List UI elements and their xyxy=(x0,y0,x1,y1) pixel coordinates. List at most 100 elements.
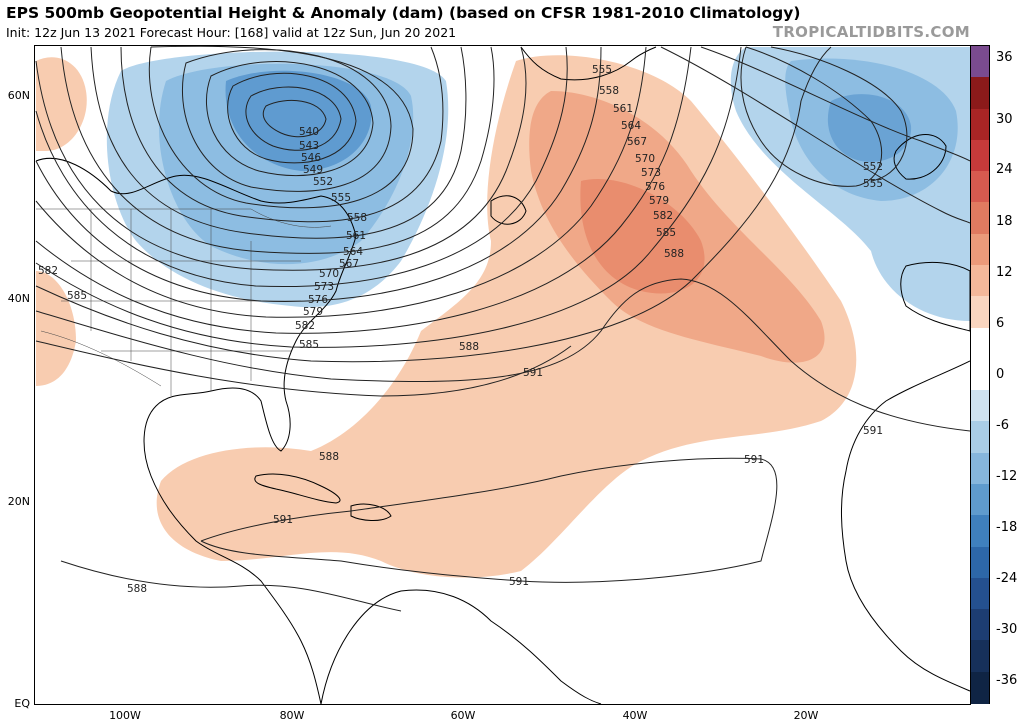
colorbar-segment xyxy=(971,671,989,705)
contour-label: 582 xyxy=(295,320,315,332)
contour-label: 588 xyxy=(459,341,479,353)
contour-label: 579 xyxy=(303,306,323,318)
colorbar-segment xyxy=(971,108,989,142)
lon-label-60w: 60W xyxy=(450,709,476,722)
colorbar-segment xyxy=(971,358,989,392)
contour-label: 555 xyxy=(331,192,351,204)
colorbar-segment xyxy=(971,77,989,110)
contour-label: 585 xyxy=(656,227,676,239)
africa-coast xyxy=(841,360,970,692)
contour-label: 555 xyxy=(592,64,612,76)
colorbar-label: -18 xyxy=(996,520,1018,535)
colorbar-segment xyxy=(971,202,989,236)
borders xyxy=(36,208,332,396)
colorbar-segment xyxy=(971,546,989,580)
south-america-coast xyxy=(320,589,602,704)
contour-label: 561 xyxy=(346,230,366,242)
greenland-coast xyxy=(520,46,657,81)
colorbar-segment xyxy=(971,515,989,548)
colorbar-segment xyxy=(971,327,989,361)
map-subtitle: Init: 12z Jun 13 2021 Forecast Hour: [16… xyxy=(6,25,457,40)
lat-label-60n: 60N xyxy=(7,89,30,102)
contour-label: 573 xyxy=(641,167,661,179)
contour-label: 585 xyxy=(299,339,319,351)
colorbar-label: 24 xyxy=(996,162,1013,177)
colorbar-segment xyxy=(971,46,989,79)
contour-label: 540 xyxy=(299,126,319,138)
iberia xyxy=(900,261,970,332)
coastlines xyxy=(35,46,970,704)
contour-label: 567 xyxy=(627,136,647,148)
contour-label: 588 xyxy=(664,248,684,260)
contour-label: 564 xyxy=(343,246,363,258)
contour-label: 543 xyxy=(299,140,319,152)
contour-label: 552 xyxy=(863,161,883,173)
colorbar-segment xyxy=(971,233,989,267)
anomaly-shading xyxy=(36,47,970,578)
contour-label: 576 xyxy=(645,181,665,193)
colorbar-segment xyxy=(971,577,989,611)
colorbar-segment xyxy=(971,296,989,329)
colorbar-label: 12 xyxy=(996,265,1013,280)
hispaniola xyxy=(350,503,392,521)
contour-label: 549 xyxy=(303,164,323,176)
negative-anomaly-na-center xyxy=(225,70,372,171)
contour-label: 570 xyxy=(635,153,655,165)
positive-anomaly-center xyxy=(580,179,705,294)
contour-label: 558 xyxy=(599,85,619,97)
colorbar-label: 18 xyxy=(996,214,1013,229)
colorbar-segment xyxy=(971,139,989,173)
lat-label-eq: EQ xyxy=(14,697,30,710)
colorbar-segment xyxy=(971,390,989,423)
contour-label: 582 xyxy=(653,210,673,222)
colorbar-segment xyxy=(971,640,989,674)
colorbar-segment xyxy=(971,421,989,455)
colorbar-segment xyxy=(971,171,989,204)
colorbar-label: 6 xyxy=(996,316,1005,331)
map-title: EPS 500mb Geopotential Height & Anomaly … xyxy=(6,4,801,22)
contour-label: 591 xyxy=(863,425,883,437)
contour-label: 558 xyxy=(347,212,367,224)
north-america-coast xyxy=(35,157,357,704)
contour-label: 591 xyxy=(273,514,293,526)
contour-labels: 540 543 546 549 552 555 558 561 564 567 … xyxy=(38,64,883,595)
contour-label: 591 xyxy=(509,576,529,588)
height-contours xyxy=(35,46,970,612)
us-canada-border xyxy=(36,208,332,228)
colorbar-label: -30 xyxy=(996,622,1018,637)
contour-label: 552 xyxy=(313,176,333,188)
anomaly-colorbar xyxy=(970,45,990,705)
us-mexico-border xyxy=(40,330,162,387)
contour-label: 567 xyxy=(339,258,359,270)
lon-label-40w: 40W xyxy=(622,709,648,722)
contour-label: 588 xyxy=(127,583,147,595)
map-panel: 540 543 546 549 552 555 558 561 564 567 … xyxy=(34,45,971,705)
colorbar-label: -24 xyxy=(996,571,1018,586)
contour-label: 582 xyxy=(38,265,58,277)
colorbar-label: -6 xyxy=(996,418,1009,433)
colorbar-label: -36 xyxy=(996,673,1018,688)
contour-label: 591 xyxy=(744,454,764,466)
newfoundland xyxy=(490,195,527,225)
colorbar-label: 36 xyxy=(996,50,1013,65)
colorbar-label: 0 xyxy=(996,367,1005,382)
colorbar-label: 30 xyxy=(996,112,1013,127)
site-credit: TROPICALTIDBITS.COM xyxy=(772,23,970,41)
map-canvas: 540 543 546 549 552 555 558 561 564 567 … xyxy=(35,46,970,704)
colorbar-label: -12 xyxy=(996,469,1018,484)
contour-label: 579 xyxy=(649,195,669,207)
colorbar-segment xyxy=(971,265,989,298)
lat-label-40n: 40N xyxy=(7,292,30,305)
colorbar-segment xyxy=(971,452,989,486)
colorbar-segment xyxy=(971,484,989,517)
contour-label: 561 xyxy=(613,103,633,115)
contour-label: 576 xyxy=(308,294,328,306)
lon-label-20w: 20W xyxy=(793,709,819,722)
contour-label: 585 xyxy=(67,290,87,302)
state-lines xyxy=(61,209,301,396)
positive-anomaly-west xyxy=(36,57,87,151)
contour-label: 546 xyxy=(301,152,321,164)
lon-label-100w: 100W xyxy=(109,709,141,722)
contour-label: 573 xyxy=(314,281,334,293)
lon-label-80w: 80W xyxy=(279,709,305,722)
